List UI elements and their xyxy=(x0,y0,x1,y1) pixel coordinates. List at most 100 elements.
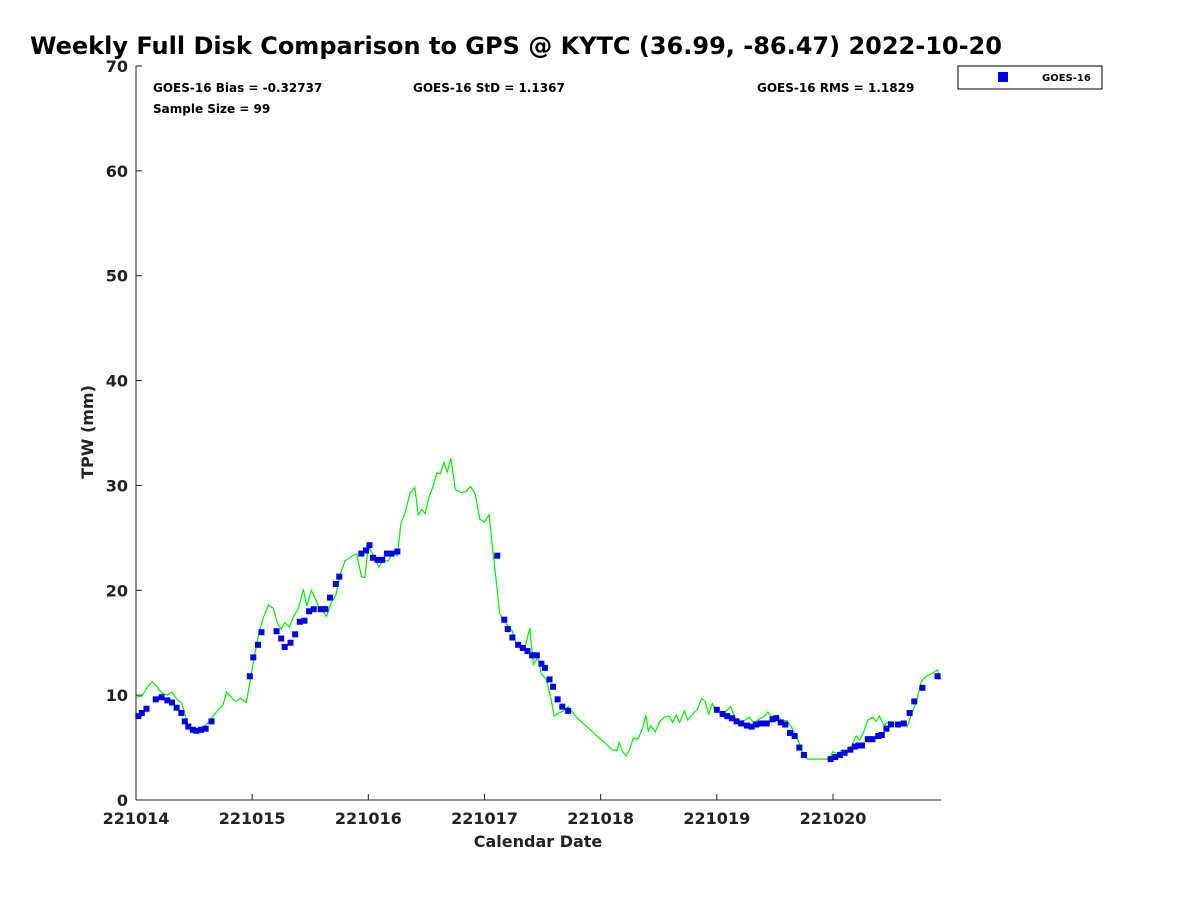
goes16-marker xyxy=(559,703,566,710)
x-axis-label: Calendar Date xyxy=(474,832,603,851)
y-axis-label: TPW (mm) xyxy=(78,385,97,479)
goes16-marker xyxy=(773,715,780,722)
goes16-marker xyxy=(541,664,548,671)
goes16-marker xyxy=(326,594,333,601)
goes16-marker xyxy=(383,550,390,557)
goes16-marker xyxy=(878,731,885,738)
legend-marker-goes16 xyxy=(998,72,1008,82)
goes16-marker xyxy=(763,720,770,727)
goes16-marker xyxy=(158,694,165,701)
goes16-marker xyxy=(852,743,859,750)
goes16-marker xyxy=(713,706,720,713)
goes16-marker xyxy=(202,725,209,732)
y-tick-label: 20 xyxy=(106,581,128,600)
y-tick-label: 60 xyxy=(106,162,128,181)
goes16-marker xyxy=(791,733,798,740)
goes16-marker xyxy=(332,580,339,587)
goes16-marker xyxy=(292,631,299,638)
goes16-marker xyxy=(911,698,918,705)
goes16-marker xyxy=(317,606,324,613)
goes16-marker xyxy=(509,634,516,641)
goes16-marker xyxy=(152,696,159,703)
stat-sample-size: Sample Size = 99 xyxy=(153,102,270,116)
goes16-marker xyxy=(719,711,726,718)
goes16-marker xyxy=(757,720,764,727)
x-tick-label: 221018 xyxy=(567,809,634,828)
y-tick-label: 10 xyxy=(106,686,128,705)
goes16-marker xyxy=(769,716,776,723)
goes16-marker xyxy=(875,733,882,740)
goes16-marker xyxy=(164,697,171,704)
x-tick-label: 221015 xyxy=(219,809,286,828)
goes16-marker xyxy=(193,727,200,734)
goes16-marker xyxy=(519,644,526,651)
goes16-marker xyxy=(358,550,365,557)
goes16-marker xyxy=(185,723,192,730)
goes16-marker xyxy=(906,709,913,716)
goes16-marker xyxy=(388,550,395,557)
goes16-marker xyxy=(287,639,294,646)
goes16-marker xyxy=(198,726,205,733)
goes16-marker xyxy=(301,617,308,624)
goes16-marker xyxy=(254,641,261,648)
goes16-marker xyxy=(258,629,265,636)
goes16-marker xyxy=(189,726,196,733)
goes16-marker xyxy=(934,673,941,680)
goes16-marker xyxy=(888,721,895,728)
x-tick-label: 221020 xyxy=(800,809,867,828)
goes16-marker xyxy=(733,718,740,725)
goes16-marker xyxy=(394,548,401,555)
goes16-marker xyxy=(546,676,553,683)
goes16-marker xyxy=(278,635,285,642)
goes16-marker xyxy=(855,742,862,749)
goes16-marker xyxy=(363,547,369,554)
stat-rms: GOES-16 RMS = 1.1829 xyxy=(757,81,914,95)
goes16-marker xyxy=(919,684,926,691)
goes16-marker xyxy=(138,709,145,716)
goes16-marker xyxy=(744,722,751,729)
x-tick-label: 221017 xyxy=(451,809,518,828)
goes16-marker xyxy=(494,552,501,559)
goes16-marker xyxy=(246,673,253,680)
axes-group: 0 10 20 30 40 50 60 70 221014 221015 221016 221017 2… xyxy=(103,57,941,828)
y-tick-label: 50 xyxy=(106,267,128,286)
goes16-marker xyxy=(135,713,142,720)
legend-label-goes16: GOES-16 xyxy=(1042,73,1091,84)
goes16-marker xyxy=(173,704,180,711)
goes16-marker xyxy=(796,744,803,751)
goes16-marker xyxy=(366,542,373,549)
goes16-marker xyxy=(374,556,381,563)
y-tick-label: 30 xyxy=(106,476,128,495)
goes16-marker xyxy=(369,554,376,561)
goes16-marker xyxy=(827,756,834,763)
goes16-marker xyxy=(250,654,257,661)
goes16-marker-group xyxy=(135,542,941,763)
goes16-marker xyxy=(169,699,176,706)
goes16-marker xyxy=(504,626,511,633)
x-tick-label: 221014 xyxy=(103,809,170,828)
goes16-marker xyxy=(782,721,789,728)
goes16-marker xyxy=(143,705,150,712)
goes16-marker xyxy=(895,721,902,728)
stat-bias: GOES-16 Bias = -0.32737 xyxy=(153,81,322,95)
goes16-marker xyxy=(524,648,531,655)
chart-title: Weekly Full Disk Comparison to GPS @ KYT… xyxy=(30,32,1002,60)
goes16-marker xyxy=(515,641,522,648)
legend-box xyxy=(957,65,1103,90)
goes16-marker xyxy=(786,729,793,736)
goes16-marker xyxy=(501,616,508,623)
goes16-marker xyxy=(832,754,839,761)
goes16-marker xyxy=(728,715,735,722)
goes16-marker xyxy=(836,751,843,758)
goes16-marker xyxy=(178,709,185,716)
goes16-marker xyxy=(273,628,280,635)
goes16-marker xyxy=(296,618,303,625)
x-tick-label: 221019 xyxy=(683,809,750,828)
goes16-marker xyxy=(310,606,317,613)
goes16-marker xyxy=(859,742,866,749)
goes16-marker xyxy=(841,749,848,756)
goes16-marker xyxy=(538,660,545,667)
goes16-marker xyxy=(379,556,386,563)
